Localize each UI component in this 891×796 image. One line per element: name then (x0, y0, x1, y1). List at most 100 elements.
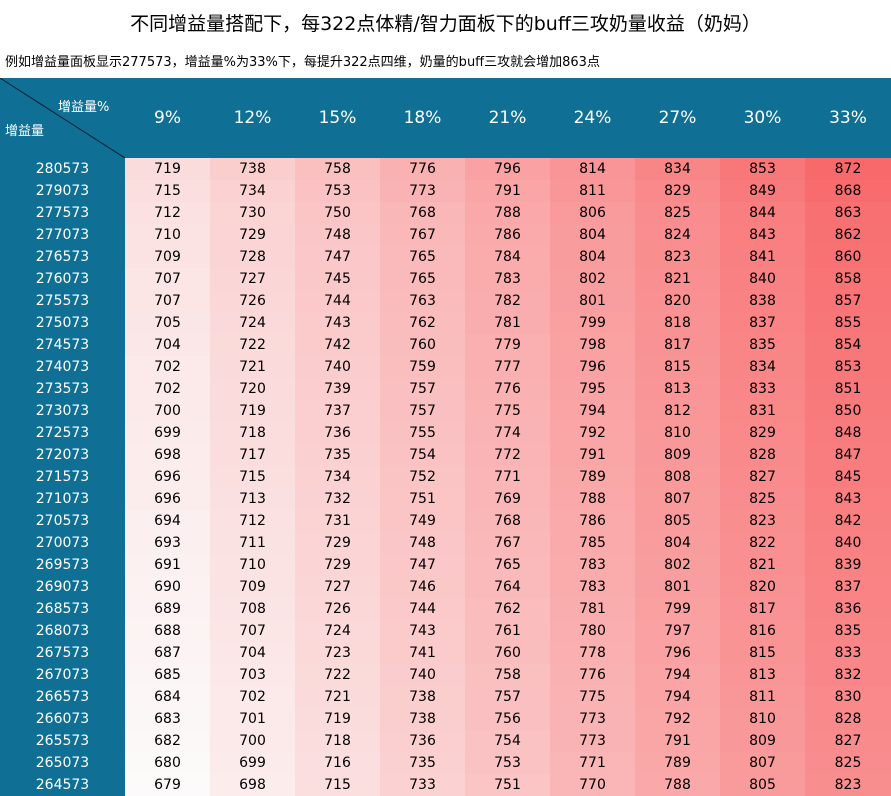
table-cell: 705 (125, 312, 210, 334)
table-cell: 680 (125, 752, 210, 774)
table-cell: 767 (465, 532, 550, 554)
table-cell: 799 (550, 312, 635, 334)
table-cell: 863 (805, 202, 891, 224)
table-cell: 737 (295, 400, 380, 422)
table-cell: 821 (720, 554, 805, 576)
table-cell: 855 (805, 312, 891, 334)
row-label: 279073 (35, 183, 90, 199)
table-cell: 815 (720, 642, 805, 664)
table-cell: 872 (805, 158, 891, 180)
table-cell: 750 (295, 202, 380, 224)
table-cell: 740 (295, 356, 380, 378)
table-cell: 860 (805, 246, 891, 268)
table-cell: 776 (380, 158, 465, 180)
table-cell: 711 (210, 532, 295, 554)
table-cell: 809 (720, 730, 805, 752)
table-cell: 715 (125, 180, 210, 202)
table-cell: 802 (550, 268, 635, 290)
table-cell: 710 (210, 554, 295, 576)
table-cell: 732 (295, 488, 380, 510)
table-cell: 736 (295, 422, 380, 444)
table-cell: 801 (635, 576, 720, 598)
row-label: 271073 (35, 491, 90, 507)
table-cell: 788 (465, 202, 550, 224)
table-cell: 682 (125, 730, 210, 752)
table-cell: 853 (720, 158, 805, 180)
table-cell: 781 (465, 312, 550, 334)
table-cell: 684 (125, 686, 210, 708)
table-cell: 832 (805, 664, 891, 686)
row-label: 268073 (35, 623, 90, 639)
table-cell: 783 (550, 554, 635, 576)
column-header: 21% (488, 108, 527, 128)
corner-header: 增益量% 增益量 (0, 78, 125, 158)
table-cell: 693 (125, 532, 210, 554)
table-cell: 801 (550, 290, 635, 312)
table-cell: 747 (380, 554, 465, 576)
table-cell: 823 (635, 246, 720, 268)
table-cell: 838 (720, 290, 805, 312)
table-cell: 727 (210, 268, 295, 290)
table-cell: 829 (720, 422, 805, 444)
table-cell: 687 (125, 642, 210, 664)
table-cell: 807 (635, 488, 720, 510)
table-cell: 786 (465, 224, 550, 246)
table-cell: 715 (210, 466, 295, 488)
table-cell: 796 (550, 356, 635, 378)
table-cell: 753 (295, 180, 380, 202)
table-cell: 781 (550, 598, 635, 620)
table-cell: 698 (210, 774, 295, 796)
table-cell: 721 (210, 356, 295, 378)
table-cell: 791 (465, 180, 550, 202)
table-cell: 818 (635, 312, 720, 334)
column-header: 24% (573, 108, 612, 128)
table-cell: 765 (380, 268, 465, 290)
table-cell: 758 (295, 158, 380, 180)
table-cell: 773 (380, 180, 465, 202)
table-cell: 834 (720, 356, 805, 378)
table-cell: 757 (380, 378, 465, 400)
table-cell: 734 (210, 180, 295, 202)
table-cell: 868 (805, 180, 891, 202)
table-cell: 734 (295, 466, 380, 488)
table-cell: 743 (380, 620, 465, 642)
table-cell: 739 (295, 378, 380, 400)
table-cell: 825 (805, 752, 891, 774)
row-label: 276073 (35, 271, 90, 287)
table-cell: 702 (125, 356, 210, 378)
table-cell: 829 (635, 180, 720, 202)
table-cell: 704 (210, 642, 295, 664)
table-cell: 815 (635, 356, 720, 378)
table-cell: 773 (550, 730, 635, 752)
table-cell: 691 (125, 554, 210, 576)
table-cell: 724 (295, 620, 380, 642)
table-cell: 783 (550, 576, 635, 598)
table-cell: 745 (295, 268, 380, 290)
table-cell: 789 (550, 466, 635, 488)
table-cell: 721 (295, 686, 380, 708)
table-cell: 804 (550, 224, 635, 246)
table-cell: 719 (210, 400, 295, 422)
table-cell: 833 (805, 642, 891, 664)
table-cell: 805 (635, 510, 720, 532)
table-cell: 741 (380, 642, 465, 664)
table-cell: 836 (805, 598, 891, 620)
table-cell: 755 (380, 422, 465, 444)
table-cell: 771 (550, 752, 635, 774)
table-cell: 729 (295, 532, 380, 554)
row-label: 269573 (35, 557, 90, 573)
table-cell: 738 (210, 158, 295, 180)
table-cell: 736 (380, 730, 465, 752)
table-cell: 717 (210, 444, 295, 466)
table-cell: 794 (635, 664, 720, 686)
table-cell: 839 (805, 554, 891, 576)
table-cell: 809 (635, 444, 720, 466)
row-header-column (0, 158, 125, 796)
table-cell: 700 (210, 730, 295, 752)
table-cell: 785 (550, 532, 635, 554)
table-cell: 812 (635, 400, 720, 422)
row-label: 271573 (35, 469, 90, 485)
table-cell: 817 (635, 334, 720, 356)
row-label: 277573 (35, 205, 90, 221)
table-cell: 757 (380, 400, 465, 422)
